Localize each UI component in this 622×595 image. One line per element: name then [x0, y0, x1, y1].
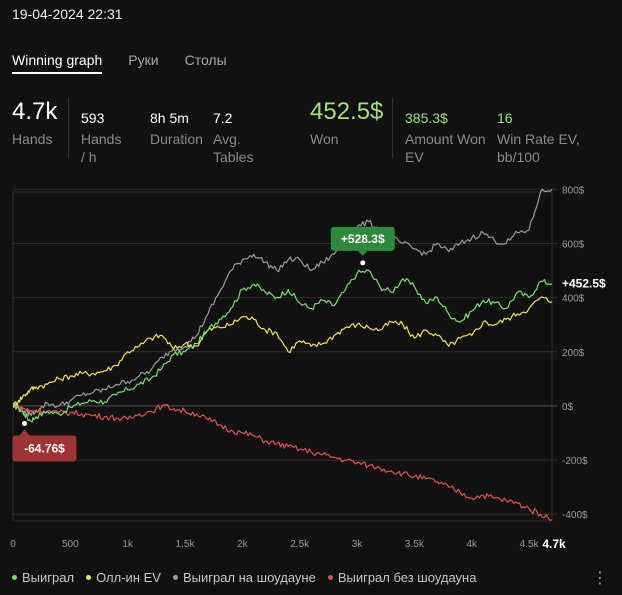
x-tick-label: 2.5k	[290, 539, 310, 550]
min-value-label: -64.76$	[24, 441, 65, 455]
stat-won-value: 452.5$	[310, 98, 384, 125]
legend-dot-non-showdown	[327, 575, 333, 580]
plot-area	[12, 191, 553, 522]
tab-bar: Winning graph Руки Столы	[12, 52, 227, 74]
stat-won: 452.5$ Won	[310, 98, 383, 148]
min-value-badge	[12, 435, 77, 462]
tab-winning-graph[interactable]: Winning graph	[12, 52, 103, 74]
stat-avg-tables: 7.2 Avg. Tables	[213, 110, 253, 166]
x-tick-label: 4.5k	[520, 539, 540, 550]
stat-amount-won-ev-label: Amount Won EV	[405, 131, 486, 165]
stat-hands: 4.7k Hands	[12, 98, 57, 148]
more-options-icon[interactable]: ⋮	[592, 570, 608, 587]
y-tick-label: 0$	[562, 402, 574, 413]
x-tick-label: 1.5k	[176, 539, 196, 550]
stat-duration-value: 8h 5m	[150, 110, 189, 126]
stat-amount-won-ev: 385.3$ Amount Won EV	[405, 110, 495, 166]
max-value-label: +528.3$	[341, 232, 385, 246]
min-value-marker	[21, 420, 27, 426]
series-allin-ev-line[interactable]	[12, 296, 553, 408]
y-tick-label: 400$	[562, 294, 585, 305]
stat-win-rate-ev-value: 16	[497, 110, 513, 126]
stat-duration-label: Duration	[150, 131, 203, 147]
y-tick-label: -400$	[562, 510, 588, 521]
legend-dot-showdown	[172, 575, 178, 580]
legend-item-won[interactable]: Выиграл	[12, 570, 74, 585]
winning-graph-chart[interactable]: 800$ 600$ 400$ 200$ 0$ -200$ -400$ 0 500 1k 1.5k 2k…	[0, 186, 622, 562]
x-end-label: 4.7k	[542, 537, 566, 551]
stat-hands-value: 4.7k	[12, 98, 58, 125]
x-tick-label: 3.5k	[405, 539, 425, 550]
stat-won-label: Won	[310, 131, 339, 147]
stat-hands-per-hour-label: Hands / h	[81, 131, 122, 165]
legend-item-non-showdown[interactable]: Выиграл без шоудауна	[327, 570, 477, 585]
legend-item-allin-ev[interactable]: Олл-ин EV	[86, 570, 161, 585]
y-tick-label: -200$	[562, 456, 588, 467]
stat-divider	[68, 98, 69, 158]
series-non-showdown-line[interactable]	[12, 404, 553, 522]
series-won-line[interactable]	[12, 269, 553, 423]
max-value-badge-pointer	[357, 250, 368, 256]
stat-divider	[392, 98, 393, 158]
stat-win-rate-ev-label: Win Rate EV, bb/100	[497, 131, 580, 165]
legend-dot-won	[12, 575, 17, 580]
x-tick-label: 1k	[122, 539, 134, 550]
stat-avg-tables-value: 7.2	[213, 110, 233, 126]
y-tick-label: 200$	[562, 348, 585, 359]
x-tick-label: 3k	[352, 539, 364, 550]
x-tick-label: 500	[62, 539, 79, 550]
legend-label-won: Выиграл	[22, 570, 75, 585]
legend-dot-allin-ev	[86, 575, 92, 580]
tab-hands[interactable]: Руки	[128, 52, 159, 68]
x-tick-label: 4k	[466, 539, 478, 550]
max-value-badge	[330, 226, 395, 251]
min-value-badge-pointer	[19, 429, 30, 436]
legend-label-allin-ev: Олл-ин EV	[96, 570, 161, 585]
y-tick-label: 600$	[562, 239, 585, 250]
y-tick-label: 800$	[562, 186, 585, 196]
tab-tables[interactable]: Столы	[184, 52, 227, 68]
stat-amount-won-ev-value: 385.3$	[405, 110, 448, 126]
stat-win-rate-ev: 16 Win Rate EV, bb/100	[497, 110, 583, 166]
legend-item-showdown[interactable]: Выиграл на шоудауне	[172, 570, 316, 585]
legend-label-non-showdown: Выиграл без шоудауна	[337, 570, 477, 585]
x-tick-label: 0	[10, 539, 16, 550]
max-value-marker	[360, 260, 366, 266]
chart-legend: Выиграл Олл-ин EV Выиграл на шоудауне Вы…	[12, 570, 476, 585]
series-showdown-line[interactable]	[12, 188, 553, 417]
x-tick-label: 2k	[237, 539, 249, 550]
stat-hands-per-hour-value: 593	[81, 110, 105, 126]
current-value-label: +452.5$	[562, 276, 606, 290]
stat-avg-tables-label: Avg. Tables	[213, 131, 254, 165]
stat-duration: 8h 5m Duration	[150, 110, 203, 148]
stat-hands-label: Hands	[12, 131, 53, 147]
session-datetime: 19-04-2024 22:31	[12, 6, 123, 22]
stat-hands-per-hour: 593 Hands / h	[81, 110, 121, 166]
legend-label-showdown: Выиграл на шоудауне	[182, 570, 316, 585]
